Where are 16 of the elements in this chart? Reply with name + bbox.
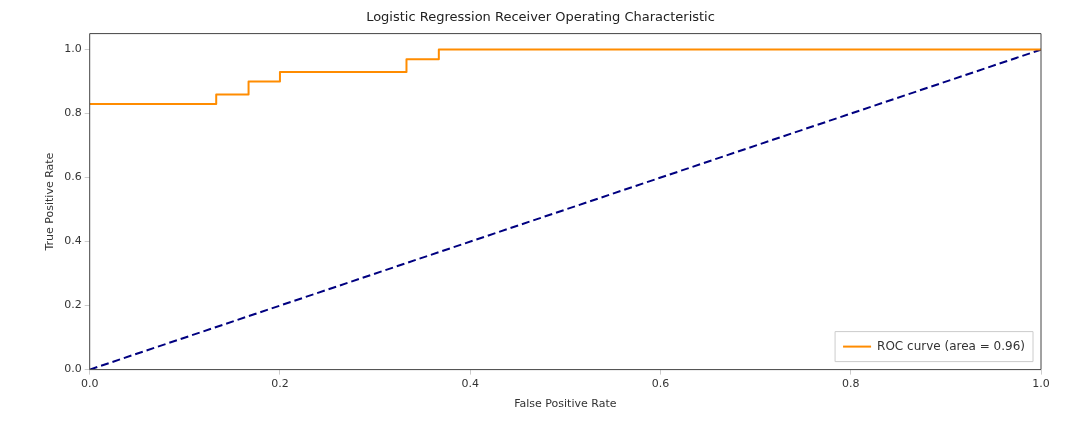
chart-title: Logistic Regression Receiver Operating Characteristic <box>366 9 715 25</box>
x-tick-label: 1.0 <box>1032 377 1050 391</box>
legend-label: ROC curve (area = 0.96) <box>877 338 1025 353</box>
y-axis-title: True Positive Rate <box>43 152 57 252</box>
x-tick-label: 0.0 <box>80 377 99 391</box>
x-tick-label: 0.2 <box>271 377 289 391</box>
y-tick-label: 0.8 <box>64 106 82 120</box>
x-axis-title: False Positive Rate <box>514 397 617 411</box>
x-tick-label: 0.4 <box>461 377 479 391</box>
x-tick-label: 0.8 <box>841 377 860 391</box>
x-tick-label: 0.6 <box>651 377 670 391</box>
y-tick-label: 0.2 <box>64 298 82 312</box>
y-tick-label: 1.0 <box>64 42 82 56</box>
y-tick-label: 0.4 <box>64 234 82 248</box>
y-tick-label: 0.6 <box>64 170 82 184</box>
y-tick-label: 0.0 <box>64 362 82 376</box>
